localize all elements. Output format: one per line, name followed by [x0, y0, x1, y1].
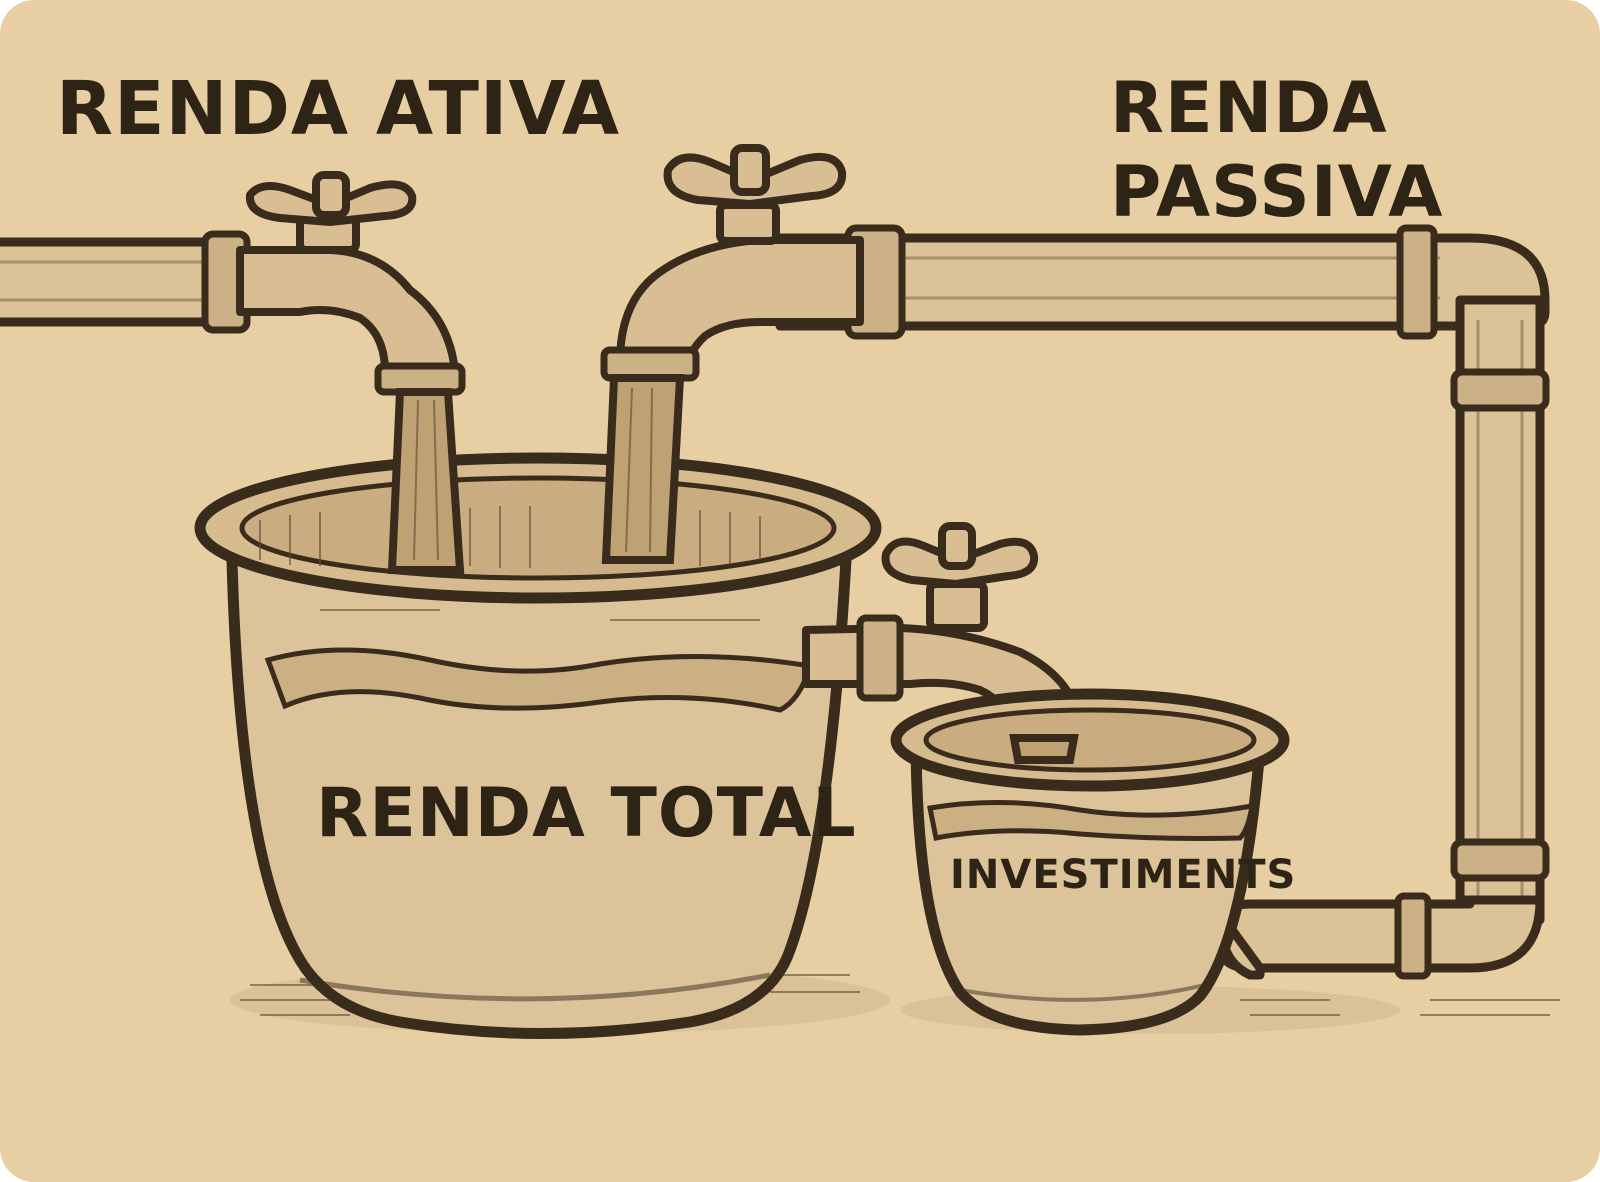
bucket-icon	[194, 452, 882, 1039]
faucet-icon	[236, 171, 466, 396]
active-income-pipe	[0, 230, 251, 334]
bucket-icon	[890, 688, 1290, 1036]
label-investiments: INVESTIMENTS	[950, 852, 1296, 898]
water-stream-passive	[601, 374, 685, 564]
label-renda-passiva-line1: RENDA	[1110, 67, 1388, 149]
label-renda-total: RENDA TOTAL	[316, 774, 857, 853]
water-stream-active	[387, 388, 465, 574]
label-renda-passiva-line2: PASSIVA	[1110, 151, 1443, 233]
faucet-icon	[600, 144, 864, 382]
label-renda-ativa: RENDA ATIVA	[56, 66, 620, 152]
